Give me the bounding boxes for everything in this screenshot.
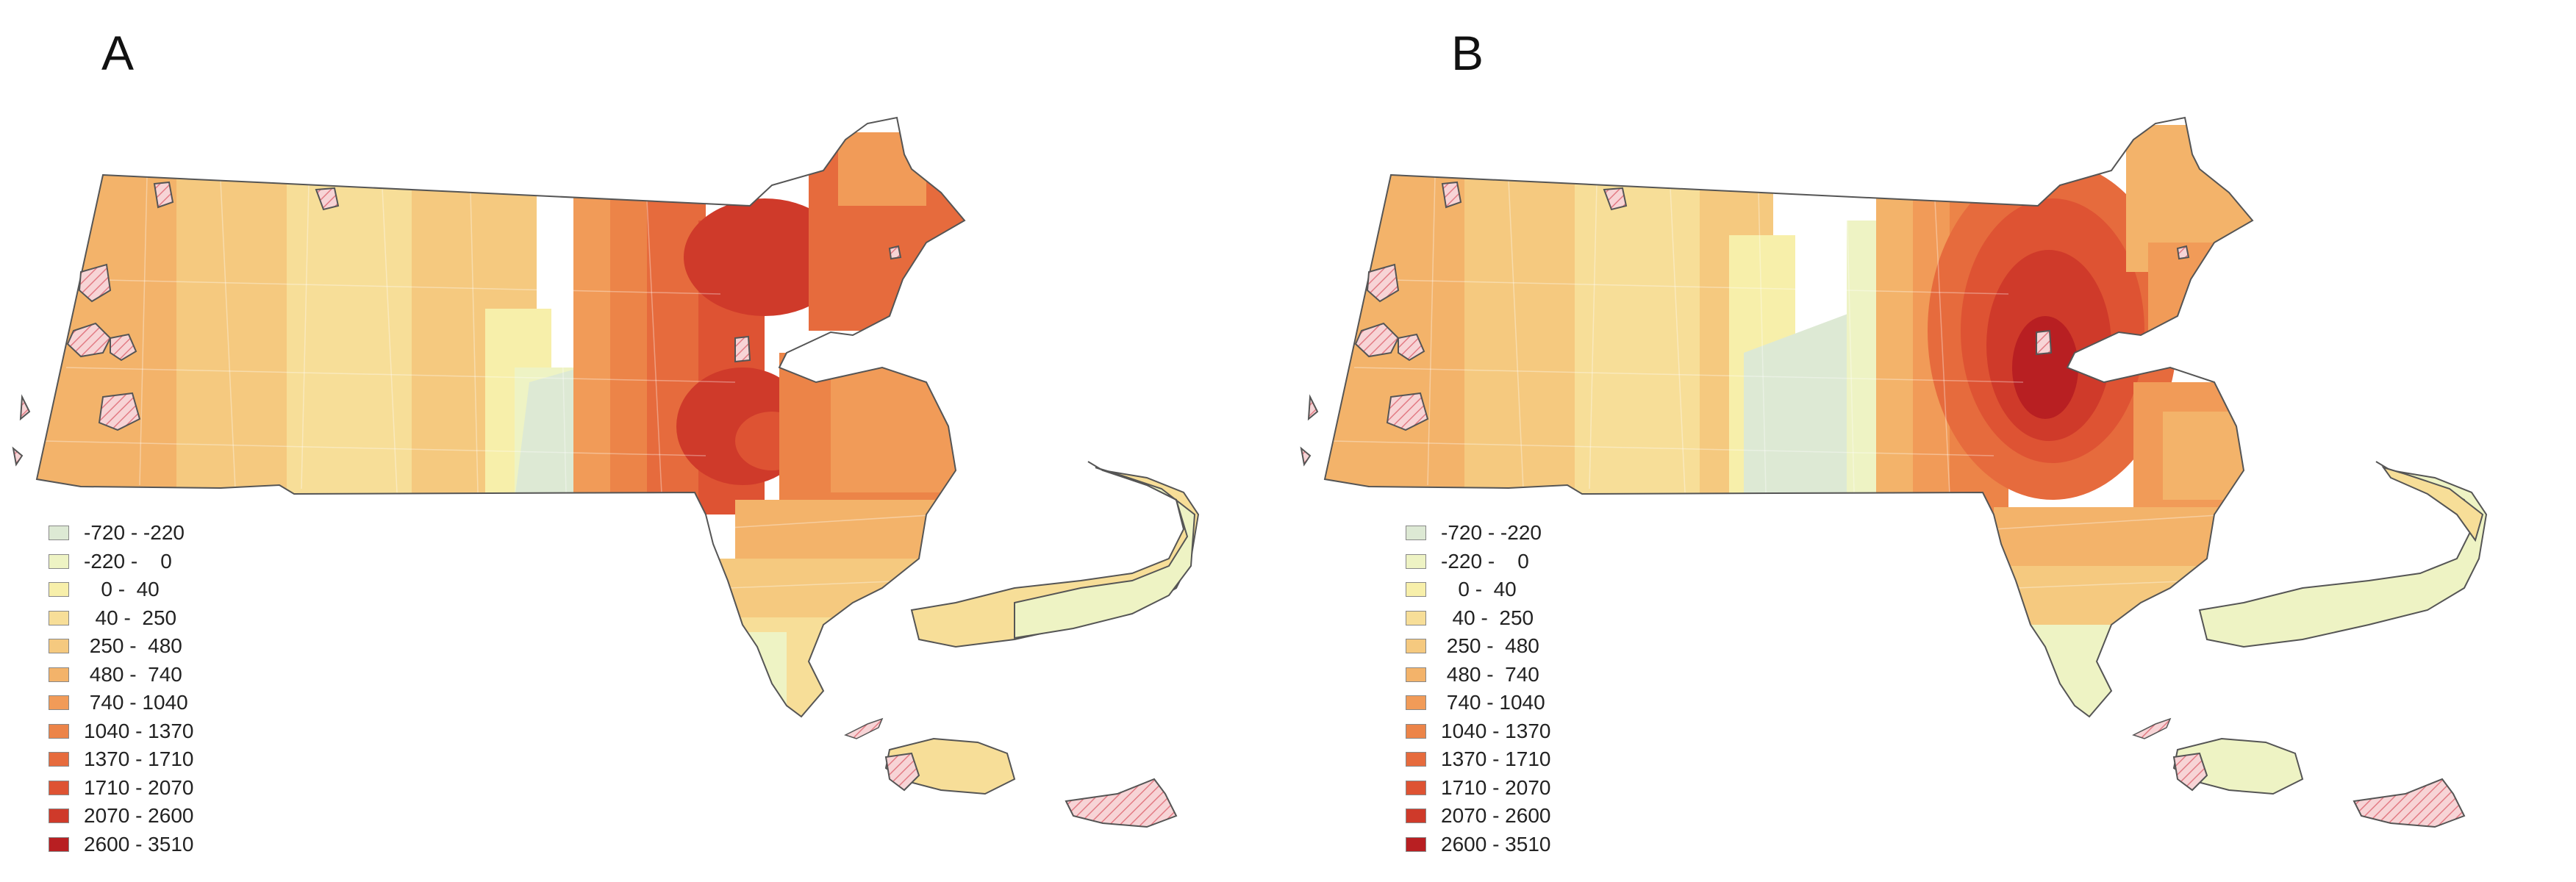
legend-label: 1710 - 2070 <box>1441 775 1551 799</box>
legend-item: 1710 - 2070 <box>1406 774 1550 803</box>
legend-swatch <box>1406 526 1426 541</box>
legend-item: 40 - 250 <box>49 604 193 633</box>
legend-label: 480 - 740 <box>84 662 182 686</box>
legend-swatch <box>1406 582 1426 598</box>
legend-swatch <box>49 610 69 625</box>
legend-label: -220 - 0 <box>84 549 172 573</box>
choropleth-map-a <box>12 116 1200 828</box>
legend-label: 1370 - 1710 <box>1441 747 1551 771</box>
legend-item: 1370 - 1710 <box>1406 745 1550 774</box>
legend-item: 480 - 740 <box>49 661 193 689</box>
legend-item: 1040 - 1370 <box>1406 717 1550 746</box>
hatched-areas-a <box>12 181 902 467</box>
legend-label: 2600 - 3510 <box>1441 832 1551 856</box>
cape-cod-outer-a <box>1014 467 1196 639</box>
state-outline-b <box>1323 116 2254 718</box>
elizabeth-islands-b <box>2132 717 2172 739</box>
panel-label-a: A <box>101 26 135 80</box>
legend-label: -220 - 0 <box>1441 549 1529 573</box>
legend-item: 250 - 480 <box>1406 632 1550 661</box>
legend-label: 740 - 1040 <box>1441 691 1545 714</box>
legend-label: 40 - 250 <box>1441 606 1534 629</box>
elizabeth-islands-a <box>844 717 884 739</box>
legend-item: 480 - 740 <box>1406 661 1550 689</box>
legend-label: 250 - 480 <box>84 634 182 658</box>
martha-vineyard-west-b <box>2172 752 2208 792</box>
legend-swatch <box>1406 610 1426 625</box>
legend-item: -720 - -220 <box>49 519 193 548</box>
legend-label: 1710 - 2070 <box>84 775 194 799</box>
legend-item: 1710 - 2070 <box>49 774 193 803</box>
legend-swatch <box>49 836 69 852</box>
legend-item: 0 - 40 <box>1406 576 1550 604</box>
legend-swatch <box>1406 667 1426 682</box>
legend-label: 2070 - 2600 <box>1441 804 1551 828</box>
legend-label: 0 - 40 <box>1441 578 1517 601</box>
legend-item: 740 - 1040 <box>1406 689 1550 717</box>
panel-label-b: B <box>1451 26 1484 80</box>
nantucket-b <box>2353 778 2466 828</box>
legend-swatch <box>49 639 69 654</box>
legend-swatch <box>1406 780 1426 795</box>
choropleth-map-b <box>1300 116 2488 828</box>
legend-label: 0 - 40 <box>84 578 160 601</box>
legend-item: -720 - -220 <box>1406 519 1550 548</box>
legend-label: 250 - 480 <box>1441 634 1539 658</box>
map-panel-b: B <box>1288 0 2576 882</box>
legend-item: 2070 - 2600 <box>49 802 193 831</box>
legend-item: 250 - 480 <box>49 632 193 661</box>
legend-b: -720 - -220 -220 - 0 0 - 40 40 - 250 250… <box>1406 519 1550 858</box>
legend-label: 1040 - 1370 <box>1441 719 1551 742</box>
legend-swatch <box>1406 752 1426 767</box>
legend-item: 740 - 1040 <box>49 689 193 717</box>
legend-item: -220 - 0 <box>1406 548 1550 576</box>
legend-swatch <box>49 723 69 739</box>
legend-label: -720 - -220 <box>84 521 185 545</box>
legend-swatch <box>49 526 69 541</box>
legend-swatch <box>49 553 69 569</box>
legend-swatch <box>1406 639 1426 654</box>
legend-item: 0 - 40 <box>49 576 193 604</box>
legend-swatch <box>49 667 69 682</box>
legend-label: 1040 - 1370 <box>84 719 194 742</box>
legend-label: 2600 - 3510 <box>84 832 194 856</box>
legend-swatch <box>49 752 69 767</box>
legend-swatch <box>1406 836 1426 852</box>
legend-swatch <box>1406 808 1426 824</box>
legend-swatch <box>49 695 69 711</box>
legend-item: 2070 - 2600 <box>1406 802 1550 831</box>
legend-item: 40 - 250 <box>1406 604 1550 633</box>
legend-swatch <box>1406 723 1426 739</box>
legend-item: 1040 - 1370 <box>49 717 193 746</box>
legend-label: 2070 - 2600 <box>84 804 194 828</box>
legend-swatch <box>49 582 69 598</box>
legend-swatch <box>49 808 69 824</box>
legend-item: 1370 - 1710 <box>49 745 193 774</box>
legend-label: -720 - -220 <box>1441 521 1542 545</box>
legend-swatch <box>49 780 69 795</box>
legend-swatch <box>1406 695 1426 711</box>
legend-label: 740 - 1040 <box>84 691 188 714</box>
map-panel-a: A <box>12 26 1200 858</box>
legend-swatch <box>1406 553 1426 569</box>
legend-label: 1370 - 1710 <box>84 747 194 771</box>
legend-label: 40 - 250 <box>84 606 177 629</box>
nantucket-a <box>1065 778 1178 828</box>
legend-label: 480 - 740 <box>1441 662 1539 686</box>
cape-cod-tip-b <box>2381 466 2484 542</box>
legend-a: -720 - -220 -220 - 0 0 - 40 40 - 250 250… <box>49 519 193 858</box>
legend-item: 2600 - 3510 <box>1406 831 1550 859</box>
martha-vineyard-west-a <box>884 752 920 792</box>
state-outline-a <box>35 116 966 718</box>
hatched-areas-b <box>1300 181 2190 467</box>
legend-item: 2600 - 3510 <box>49 831 193 859</box>
legend-item: -220 - 0 <box>49 548 193 576</box>
